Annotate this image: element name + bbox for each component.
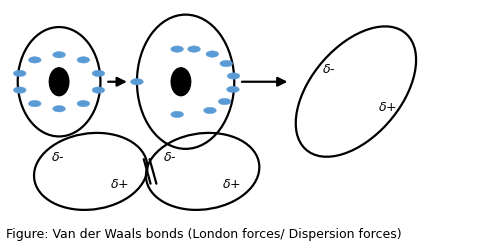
Ellipse shape	[130, 79, 143, 85]
Ellipse shape	[218, 98, 231, 105]
Ellipse shape	[226, 86, 239, 93]
Ellipse shape	[171, 68, 190, 96]
Ellipse shape	[50, 68, 69, 96]
Text: Figure: Van der Waals bonds (London forces/ Dispersion forces): Figure: Van der Waals bonds (London forc…	[6, 228, 401, 241]
Text: $\delta$-: $\delta$-	[322, 63, 336, 76]
Text: $\delta$-: $\delta$-	[51, 151, 64, 164]
Ellipse shape	[28, 57, 41, 63]
Text: $\delta$+: $\delta$+	[378, 101, 397, 114]
Ellipse shape	[77, 101, 90, 107]
Ellipse shape	[53, 105, 66, 112]
Ellipse shape	[53, 52, 66, 58]
Ellipse shape	[77, 57, 90, 63]
Ellipse shape	[171, 46, 183, 52]
Text: $\delta$+: $\delta$+	[110, 178, 130, 191]
Ellipse shape	[188, 46, 200, 52]
Ellipse shape	[14, 87, 26, 93]
Ellipse shape	[171, 111, 183, 118]
Ellipse shape	[206, 51, 218, 57]
Ellipse shape	[204, 107, 216, 114]
Ellipse shape	[92, 70, 105, 77]
Ellipse shape	[220, 60, 232, 67]
Text: $\delta$+: $\delta$+	[222, 178, 242, 191]
Ellipse shape	[28, 101, 41, 107]
Text: $\delta$-: $\delta$-	[163, 151, 176, 164]
Ellipse shape	[227, 73, 240, 79]
Ellipse shape	[14, 70, 26, 77]
Ellipse shape	[92, 87, 105, 93]
